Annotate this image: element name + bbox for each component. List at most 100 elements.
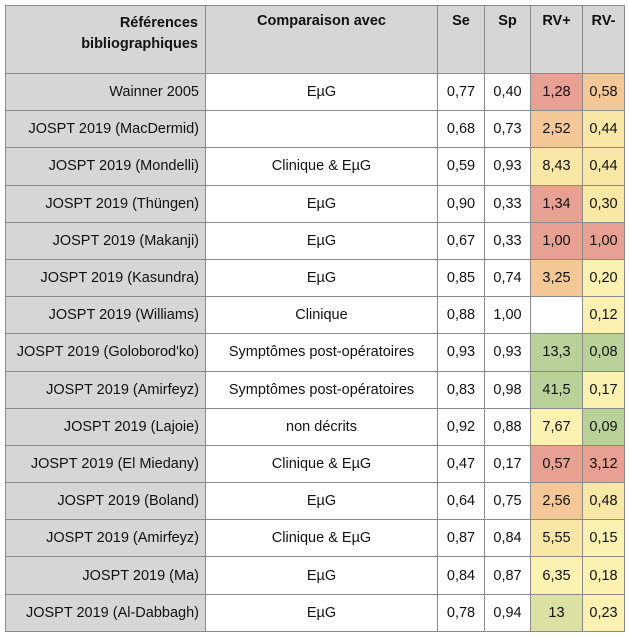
rv-minus-cell: 0,09 xyxy=(582,407,625,446)
rv-plus-cell: 1,00 xyxy=(530,221,583,260)
sp-cell: 0,33 xyxy=(484,184,531,223)
sp-cell: 0,93 xyxy=(484,147,531,186)
reference-cell: JOSPT 2019 (El Miedany) xyxy=(5,444,206,484)
se-cell: 0,78 xyxy=(437,593,485,632)
header-rv-plus: RV+ xyxy=(530,5,583,74)
comparison-cell: EµG xyxy=(205,258,438,298)
comparison-cell: Symptômes post-opératoires xyxy=(205,370,438,409)
header-references-line1: Références xyxy=(119,15,198,31)
comparison-cell: EµG xyxy=(205,593,438,632)
se-cell: 0,77 xyxy=(437,72,485,112)
se-cell: 0,47 xyxy=(437,444,485,484)
reference-cell: JOSPT 2019 (Kasundra) xyxy=(5,258,206,298)
comparison-cell: Clinique & EµG xyxy=(205,519,438,558)
sp-cell: 0,73 xyxy=(484,110,531,149)
rv-minus-cell: 3,12 xyxy=(582,444,625,484)
table-row: JOSPT 2019 (Williams) Clinique 0,88 1,00 0,1… xyxy=(5,296,625,335)
reference-cell: JOSPT 2019 (Ma) xyxy=(5,556,206,595)
rv-plus-cell: 13 xyxy=(530,593,583,632)
sp-cell: 0,87 xyxy=(484,556,531,595)
table-row: JOSPT 2019 (El Miedany) Clinique & EµG 0,4… xyxy=(5,444,625,484)
header-comparison: Comparaison avec xyxy=(205,5,438,74)
rv-minus-cell: 0,08 xyxy=(582,333,625,372)
sp-cell: 0,88 xyxy=(484,407,531,446)
se-cell: 0,59 xyxy=(437,147,485,186)
table-row: JOSPT 2019 (Lajoie) non décrits 0,92 0,88 7,… xyxy=(5,407,625,446)
rv-minus-cell: 1,00 xyxy=(582,221,625,260)
se-cell: 0,88 xyxy=(437,296,485,335)
sp-cell: 0,74 xyxy=(484,258,531,298)
rv-plus-cell: 1,28 xyxy=(530,72,583,112)
rv-minus-cell: 0,48 xyxy=(582,482,625,521)
se-cell: 0,93 xyxy=(437,333,485,372)
rv-minus-cell: 0,58 xyxy=(582,72,625,112)
table-row: JOSPT 2019 (Amirfeyz) Clinique & EµG 0,87 0… xyxy=(5,519,625,558)
rv-plus-cell: 5,55 xyxy=(530,519,583,558)
comparison-cell: EµG xyxy=(205,72,438,112)
table-row: JOSPT 2019 (Thüngen) EµG 0,90 0,33 1,34 0,30 xyxy=(5,184,625,223)
rv-minus-cell: 0,12 xyxy=(582,296,625,335)
rv-plus-cell: 1,34 xyxy=(530,184,583,223)
table-row: JOSPT 2019 (Makanji) EµG 0,67 0,33 1,00 1,00 xyxy=(5,221,625,260)
sp-cell: 0,98 xyxy=(484,370,531,409)
rv-minus-cell: 0,44 xyxy=(582,110,625,149)
sp-cell: 0,94 xyxy=(484,593,531,632)
header-row: Références bibliographiques Comparaison a… xyxy=(5,5,625,74)
se-cell: 0,64 xyxy=(437,482,485,521)
comparison-cell: EµG xyxy=(205,482,438,521)
sp-cell: 1,00 xyxy=(484,296,531,335)
reference-cell: JOSPT 2019 (Al-Dabbagh) xyxy=(5,593,206,632)
sp-cell: 0,84 xyxy=(484,519,531,558)
rv-minus-cell: 0,15 xyxy=(582,519,625,558)
reference-cell: JOSPT 2019 (Amirfeyz) xyxy=(5,370,206,409)
comparison-cell: Clinique xyxy=(205,296,438,335)
se-cell: 0,85 xyxy=(437,258,485,298)
table-row: JOSPT 2019 (MacDermid) 0,68 0,73 2,52 0,44 xyxy=(5,110,625,149)
rv-minus-cell: 0,44 xyxy=(582,147,625,186)
sp-cell: 0,17 xyxy=(484,444,531,484)
comparison-cell: Clinique & EµG xyxy=(205,147,438,186)
se-cell: 0,92 xyxy=(437,407,485,446)
comparison-cell: EµG xyxy=(205,184,438,223)
table-body: Wainner 2005 EµG 0,77 0,40 1,28 0,58 JOSPT 201… xyxy=(5,72,625,632)
rv-plus-cell: 8,43 xyxy=(530,147,583,186)
reference-cell: JOSPT 2019 (MacDermid) xyxy=(5,110,206,149)
rv-minus-cell: 0,20 xyxy=(582,258,625,298)
rv-minus-cell: 0,17 xyxy=(582,370,625,409)
reference-cell: JOSPT 2019 (Boland) xyxy=(5,482,206,521)
sp-cell: 0,93 xyxy=(484,333,531,372)
se-cell: 0,84 xyxy=(437,556,485,595)
table-row: JOSPT 2019 (Ma) EµG 0,84 0,87 6,35 0,18 xyxy=(5,556,625,595)
header-sp: Sp xyxy=(484,5,531,74)
header-se: Se xyxy=(437,5,485,74)
sp-cell: 0,33 xyxy=(484,221,531,260)
table-row: JOSPT 2019 (Kasundra) EµG 0,85 0,74 3,25 0,20 xyxy=(5,258,625,298)
comparison-cell: EµG xyxy=(205,221,438,260)
header-references-line2: bibliographiques xyxy=(81,36,198,52)
se-cell: 0,83 xyxy=(437,370,485,409)
table-row: JOSPT 2019 (Boland) EµG 0,64 0,75 2,56 0,48 xyxy=(5,482,625,521)
reference-cell: JOSPT 2019 (Goloborod'ko) xyxy=(5,333,206,372)
se-cell: 0,87 xyxy=(437,519,485,558)
comparison-cell: Symptômes post-opératoires xyxy=(205,333,438,372)
rv-plus-cell: 7,67 xyxy=(530,407,583,446)
sp-cell: 0,40 xyxy=(484,72,531,112)
comparison-cell: EµG xyxy=(205,556,438,595)
rv-minus-cell: 0,30 xyxy=(582,184,625,223)
comparison-cell: Clinique & EµG xyxy=(205,444,438,484)
rv-plus-cell xyxy=(530,296,583,335)
header-references: Références bibliographiques xyxy=(5,5,206,74)
rv-plus-cell: 2,52 xyxy=(530,110,583,149)
se-cell: 0,90 xyxy=(437,184,485,223)
rv-plus-cell: 41,5 xyxy=(530,370,583,409)
sp-cell: 0,75 xyxy=(484,482,531,521)
reference-cell: Wainner 2005 xyxy=(5,72,206,112)
rv-plus-cell: 2,56 xyxy=(530,482,583,521)
table-row: JOSPT 2019 (Mondelli) Clinique & EµG 0,59 0… xyxy=(5,147,625,186)
table-row: JOSPT 2019 (Goloborod'ko) Symptômes post-… xyxy=(5,333,625,372)
table-row: JOSPT 2019 (Amirfeyz) Symptômes post-opér… xyxy=(5,370,625,409)
se-cell: 0,68 xyxy=(437,110,485,149)
comparison-cell: non décrits xyxy=(205,407,438,446)
reference-cell: JOSPT 2019 (Amirfeyz) xyxy=(5,519,206,558)
rv-plus-cell: 0,57 xyxy=(530,444,583,484)
